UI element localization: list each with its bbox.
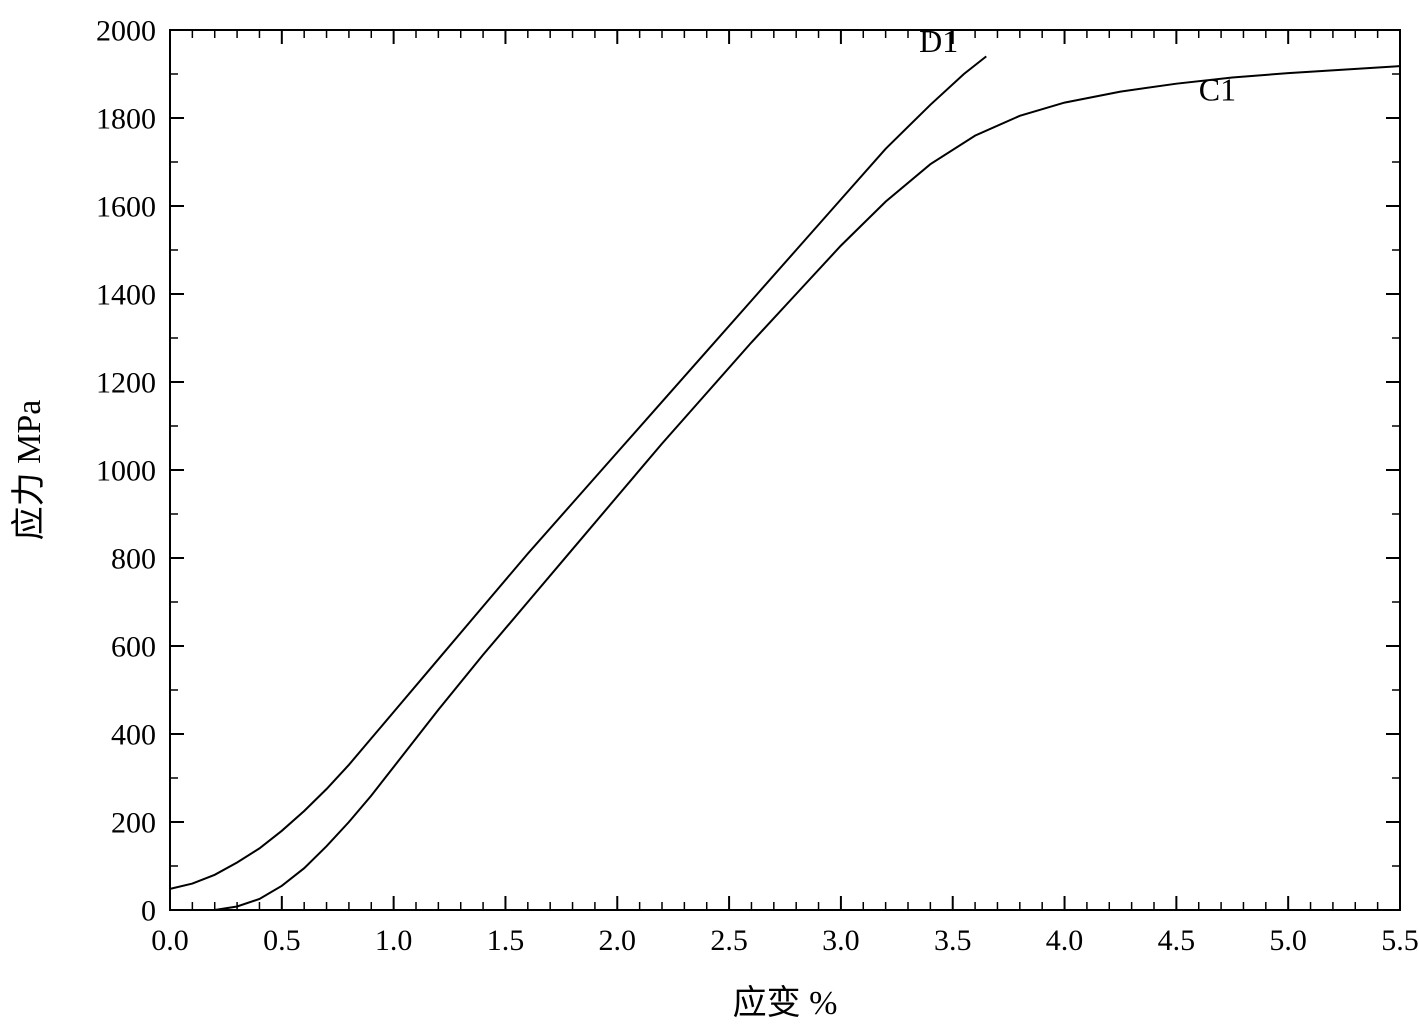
y-tick-label: 2000 (96, 15, 156, 48)
x-tick-label: 1.0 (375, 924, 413, 957)
x-tick-label: 4.5 (1158, 924, 1196, 957)
series-D1 (170, 56, 986, 888)
y-tick-label: 1000 (96, 455, 156, 488)
chart-svg: 0.0 0.5 1.0 1.5 2.0 2.5 3.0 3.5 4.0 4.5 5.0 5.5 0 200… (0, 0, 1419, 1036)
x-tick-label: 0.0 (151, 924, 189, 957)
x-tick-label: 5.5 (1381, 924, 1419, 957)
x-tick-label: 3.5 (934, 924, 972, 957)
y-tick-label: 0 (141, 895, 156, 928)
x-tick-label: 0.5 (263, 924, 301, 957)
y-tick-label: 400 (111, 719, 156, 752)
y-tick-label: 1400 (96, 279, 156, 312)
y-tick-label: 1600 (96, 191, 156, 224)
y-tick-label: 1200 (96, 367, 156, 400)
x-tick-label: 2.5 (710, 924, 748, 957)
stress-strain-chart: 0.0 0.5 1.0 1.5 2.0 2.5 3.0 3.5 4.0 4.5 5.0 5.5 0 200… (0, 0, 1419, 1036)
y-tick-label: 1800 (96, 103, 156, 136)
x-tick-label: 5.0 (1269, 924, 1307, 957)
y-tick-label: 200 (111, 807, 156, 840)
x-tick-label: 2.0 (599, 924, 637, 957)
x-axis-label: 应变 % (733, 984, 838, 1022)
x-tick-label: 3.0 (822, 924, 860, 957)
x-tick-label: 1.5 (487, 924, 525, 957)
series-C1 (215, 66, 1400, 910)
series-label-D1: D1 (919, 23, 958, 59)
x-tick-label: 4.0 (1046, 924, 1084, 957)
y-tick-label: 600 (111, 631, 156, 664)
y-axis-label: 应力 MPa (10, 400, 48, 541)
y-tick-label: 800 (111, 543, 156, 576)
series-label-C1: C1 (1199, 71, 1236, 107)
